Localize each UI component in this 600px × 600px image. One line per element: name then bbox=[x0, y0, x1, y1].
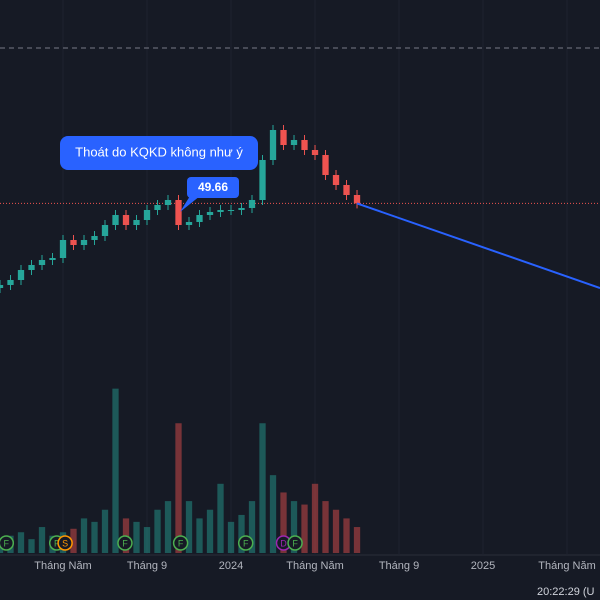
volume-bar bbox=[259, 423, 266, 553]
x-tick-label: Tháng Năm bbox=[538, 560, 595, 572]
event-label: D bbox=[280, 538, 287, 548]
volume-bar bbox=[227, 521, 235, 553]
x-tick-label: 2024 bbox=[219, 560, 243, 572]
candle-body bbox=[164, 200, 172, 205]
price-label-bubble bbox=[187, 177, 239, 198]
event-badge bbox=[287, 535, 303, 551]
candle-body bbox=[7, 280, 14, 285]
candle-body bbox=[343, 185, 350, 195]
candle-body bbox=[280, 130, 287, 145]
volume-bar bbox=[311, 483, 319, 553]
event-badge bbox=[237, 535, 254, 551]
candle-body bbox=[353, 195, 361, 204]
volume-bar bbox=[301, 504, 308, 553]
volume-bar bbox=[101, 509, 109, 553]
candle-body bbox=[122, 215, 130, 225]
candle-body bbox=[196, 215, 203, 222]
x-tick-label: Tháng 9 bbox=[379, 560, 419, 572]
candle-body bbox=[70, 240, 77, 245]
candle-body bbox=[301, 140, 308, 150]
volume-bar bbox=[332, 509, 340, 553]
volume-bar bbox=[353, 527, 361, 553]
volume-bar bbox=[196, 518, 203, 553]
volume-bar bbox=[17, 532, 25, 553]
event-label: F bbox=[292, 538, 298, 548]
volume-bar bbox=[164, 501, 172, 553]
candle-body bbox=[185, 222, 193, 225]
event-label: F bbox=[243, 538, 249, 548]
candle-body bbox=[133, 220, 140, 225]
candle-body bbox=[206, 212, 214, 215]
x-tick-label: 2025 bbox=[471, 560, 495, 572]
candle-body bbox=[80, 240, 88, 245]
candle-body bbox=[311, 150, 319, 155]
volume-bar bbox=[217, 483, 224, 553]
price-label-pointer bbox=[180, 196, 200, 212]
volume-bar bbox=[343, 518, 350, 553]
volume-bar bbox=[238, 514, 245, 553]
candle-body bbox=[217, 210, 224, 212]
volume-bar bbox=[185, 501, 193, 553]
candle-body bbox=[59, 240, 67, 258]
candle-body bbox=[154, 205, 161, 210]
x-tick-label: Tháng 9 bbox=[127, 560, 167, 572]
candle-body bbox=[238, 208, 245, 210]
x-tick-label: Tháng Năm bbox=[286, 560, 343, 572]
candle-body bbox=[38, 260, 46, 265]
volume-bar bbox=[112, 388, 119, 553]
candle-body bbox=[112, 215, 119, 225]
candle-body bbox=[332, 175, 340, 185]
candle-body bbox=[0, 285, 4, 288]
volume-bar bbox=[91, 521, 98, 553]
event-label: S bbox=[62, 538, 68, 548]
event-badge bbox=[57, 535, 73, 551]
candle-body bbox=[227, 210, 235, 211]
volume-bar bbox=[28, 539, 35, 553]
volume-bar bbox=[143, 527, 151, 553]
volume-bar bbox=[269, 475, 277, 553]
annotation-text: Thoát do KQKD không như ý bbox=[75, 144, 243, 159]
volume-bar bbox=[290, 501, 298, 553]
event-badge bbox=[0, 535, 15, 551]
trend-line bbox=[356, 202, 600, 289]
volume-bar bbox=[154, 509, 161, 553]
volume-bar bbox=[175, 423, 182, 553]
candle-body bbox=[259, 160, 266, 200]
annotation-bubble bbox=[60, 136, 258, 170]
candle-body bbox=[175, 200, 182, 225]
volume-bar bbox=[70, 528, 77, 553]
candle-body bbox=[28, 265, 35, 270]
event-label: F bbox=[122, 538, 128, 548]
candle-body bbox=[49, 258, 56, 260]
volume-bar bbox=[280, 492, 287, 553]
volume-bar bbox=[206, 509, 214, 553]
price-label: 49.66 bbox=[198, 180, 228, 194]
volume-bar bbox=[80, 518, 88, 553]
volume-bar bbox=[38, 527, 46, 553]
x-tick-label: Tháng Năm bbox=[34, 560, 91, 572]
volume-bar bbox=[322, 501, 329, 553]
candle-body bbox=[269, 130, 277, 160]
event-badge bbox=[172, 535, 189, 551]
candle-body bbox=[17, 270, 25, 280]
candle-body bbox=[101, 225, 109, 236]
candle-body bbox=[143, 210, 151, 220]
candle-body bbox=[290, 140, 298, 145]
candle-body bbox=[322, 155, 329, 175]
event-label: F bbox=[54, 538, 60, 548]
event-label: F bbox=[178, 538, 184, 548]
candle-body bbox=[248, 200, 256, 208]
volume-bar bbox=[133, 521, 140, 553]
event-badge bbox=[117, 535, 133, 551]
event-label: F bbox=[4, 538, 10, 548]
candle-body bbox=[91, 236, 98, 240]
clock: 20:22:29 (U bbox=[537, 586, 595, 598]
volume-bar bbox=[248, 501, 256, 553]
